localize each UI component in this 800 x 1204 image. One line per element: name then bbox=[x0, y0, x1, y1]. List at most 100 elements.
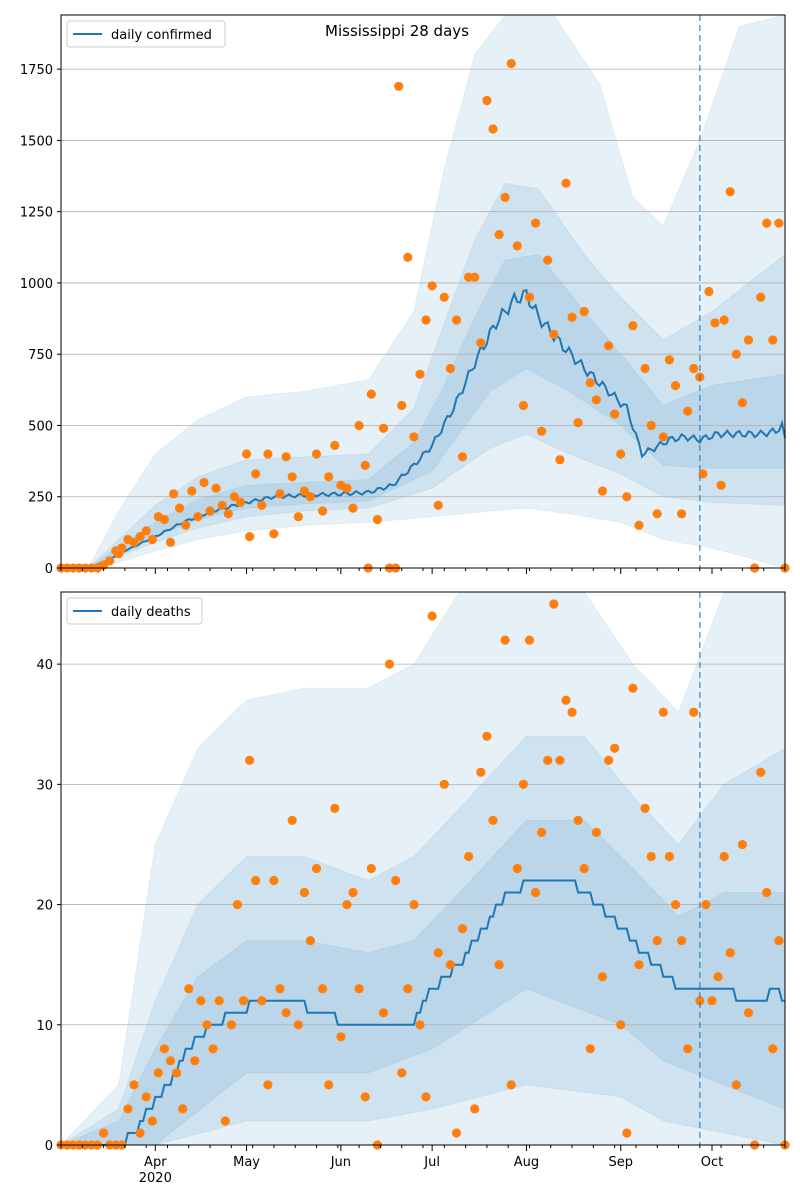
observation-point bbox=[199, 477, 209, 488]
observation-point bbox=[646, 851, 656, 862]
observation-point bbox=[232, 900, 242, 910]
observation-point bbox=[336, 1032, 346, 1042]
observation-point bbox=[524, 635, 535, 645]
observation-point bbox=[689, 363, 699, 374]
observation-point bbox=[774, 218, 784, 228]
observation-point bbox=[397, 1068, 407, 1078]
observation-point bbox=[549, 599, 559, 609]
observation-point bbox=[202, 1020, 212, 1030]
observation-point bbox=[184, 984, 194, 994]
observation-point bbox=[217, 500, 227, 510]
observation-point bbox=[597, 486, 608, 496]
legend-label: daily confirmed bbox=[111, 28, 212, 43]
observation-point bbox=[245, 532, 255, 542]
observation-point bbox=[445, 363, 455, 374]
observation-point bbox=[354, 984, 364, 994]
x-tick-label: Apr bbox=[144, 1155, 167, 1170]
observation-point bbox=[287, 815, 297, 826]
legend-label: daily deaths bbox=[111, 605, 191, 620]
observation-point bbox=[421, 315, 431, 325]
observation-point bbox=[710, 318, 720, 328]
observation-point bbox=[555, 755, 565, 765]
observation-point bbox=[774, 936, 784, 946]
observation-point bbox=[482, 731, 492, 741]
observation-point bbox=[263, 449, 273, 459]
observation-point bbox=[342, 900, 352, 910]
observation-point bbox=[646, 420, 656, 431]
observation-point bbox=[275, 489, 285, 499]
observation-point bbox=[457, 452, 468, 462]
observation-point bbox=[299, 887, 309, 898]
observation-point bbox=[287, 472, 297, 482]
observation-point bbox=[242, 449, 252, 459]
observation-point bbox=[190, 1056, 200, 1066]
y-tick-label: 500 bbox=[28, 419, 53, 434]
observation-point bbox=[421, 1092, 431, 1102]
observation-point bbox=[494, 229, 504, 240]
observation-point bbox=[330, 440, 340, 450]
observation-point bbox=[409, 432, 419, 442]
observation-point bbox=[181, 520, 191, 530]
observation-point bbox=[427, 281, 437, 291]
observation-point bbox=[293, 512, 303, 522]
observation-point bbox=[725, 948, 735, 958]
observation-point bbox=[214, 996, 224, 1006]
observation-point bbox=[245, 755, 255, 765]
observation-point bbox=[579, 306, 589, 317]
observation-point bbox=[427, 611, 437, 621]
observation-point bbox=[610, 409, 620, 419]
observation-point bbox=[604, 341, 614, 351]
observation-point bbox=[719, 315, 729, 325]
observation-point bbox=[698, 469, 708, 479]
observation-point bbox=[640, 363, 650, 374]
observation-point bbox=[585, 1044, 595, 1054]
observation-point bbox=[488, 124, 498, 134]
observation-point bbox=[506, 1080, 516, 1090]
observation-point bbox=[670, 900, 681, 910]
observation-point bbox=[731, 1080, 741, 1090]
observation-point bbox=[768, 335, 778, 345]
observation-point bbox=[695, 996, 705, 1006]
observation-point bbox=[433, 948, 443, 958]
x-tick-label: Jun bbox=[330, 1155, 351, 1170]
observation-point bbox=[457, 924, 468, 934]
observation-point bbox=[634, 960, 644, 970]
observation-point bbox=[135, 532, 145, 542]
observation-point bbox=[476, 767, 486, 777]
observation-point bbox=[518, 400, 529, 411]
observation-point bbox=[165, 1056, 176, 1066]
confirmed-panel: 0 250 500 750 1000 1250 1500 1750 Mississippi 2… bbox=[20, 14, 790, 577]
observation-point bbox=[701, 900, 711, 910]
observation-point bbox=[543, 255, 553, 265]
legend-box bbox=[66, 597, 203, 625]
observation-point bbox=[360, 460, 370, 470]
observation-point bbox=[324, 472, 334, 482]
observation-point bbox=[555, 455, 565, 465]
observation-point bbox=[476, 338, 486, 348]
y-tick-label: 1750 bbox=[20, 63, 53, 78]
observation-point bbox=[257, 996, 267, 1006]
observation-point bbox=[573, 418, 583, 428]
observation-point bbox=[537, 827, 547, 838]
observation-point bbox=[628, 683, 638, 693]
deaths-line bbox=[61, 879, 785, 1146]
observation-point bbox=[439, 292, 449, 302]
observation-point bbox=[756, 767, 766, 777]
observation-point bbox=[439, 779, 449, 789]
observation-point bbox=[366, 863, 376, 874]
observation-point bbox=[211, 483, 221, 493]
observation-point bbox=[293, 1020, 303, 1030]
observation-point bbox=[445, 960, 455, 970]
observation-point bbox=[616, 1020, 626, 1030]
observation-point bbox=[451, 1128, 462, 1138]
observation-point bbox=[366, 389, 376, 399]
observation-point bbox=[683, 406, 693, 416]
observation-point bbox=[707, 996, 717, 1006]
y-tick-label: 30 bbox=[36, 778, 53, 793]
chart-title: Mississippi 28 days bbox=[325, 22, 469, 40]
observation-point bbox=[169, 489, 179, 499]
observation-point bbox=[549, 329, 559, 339]
observation-point bbox=[622, 1128, 632, 1138]
